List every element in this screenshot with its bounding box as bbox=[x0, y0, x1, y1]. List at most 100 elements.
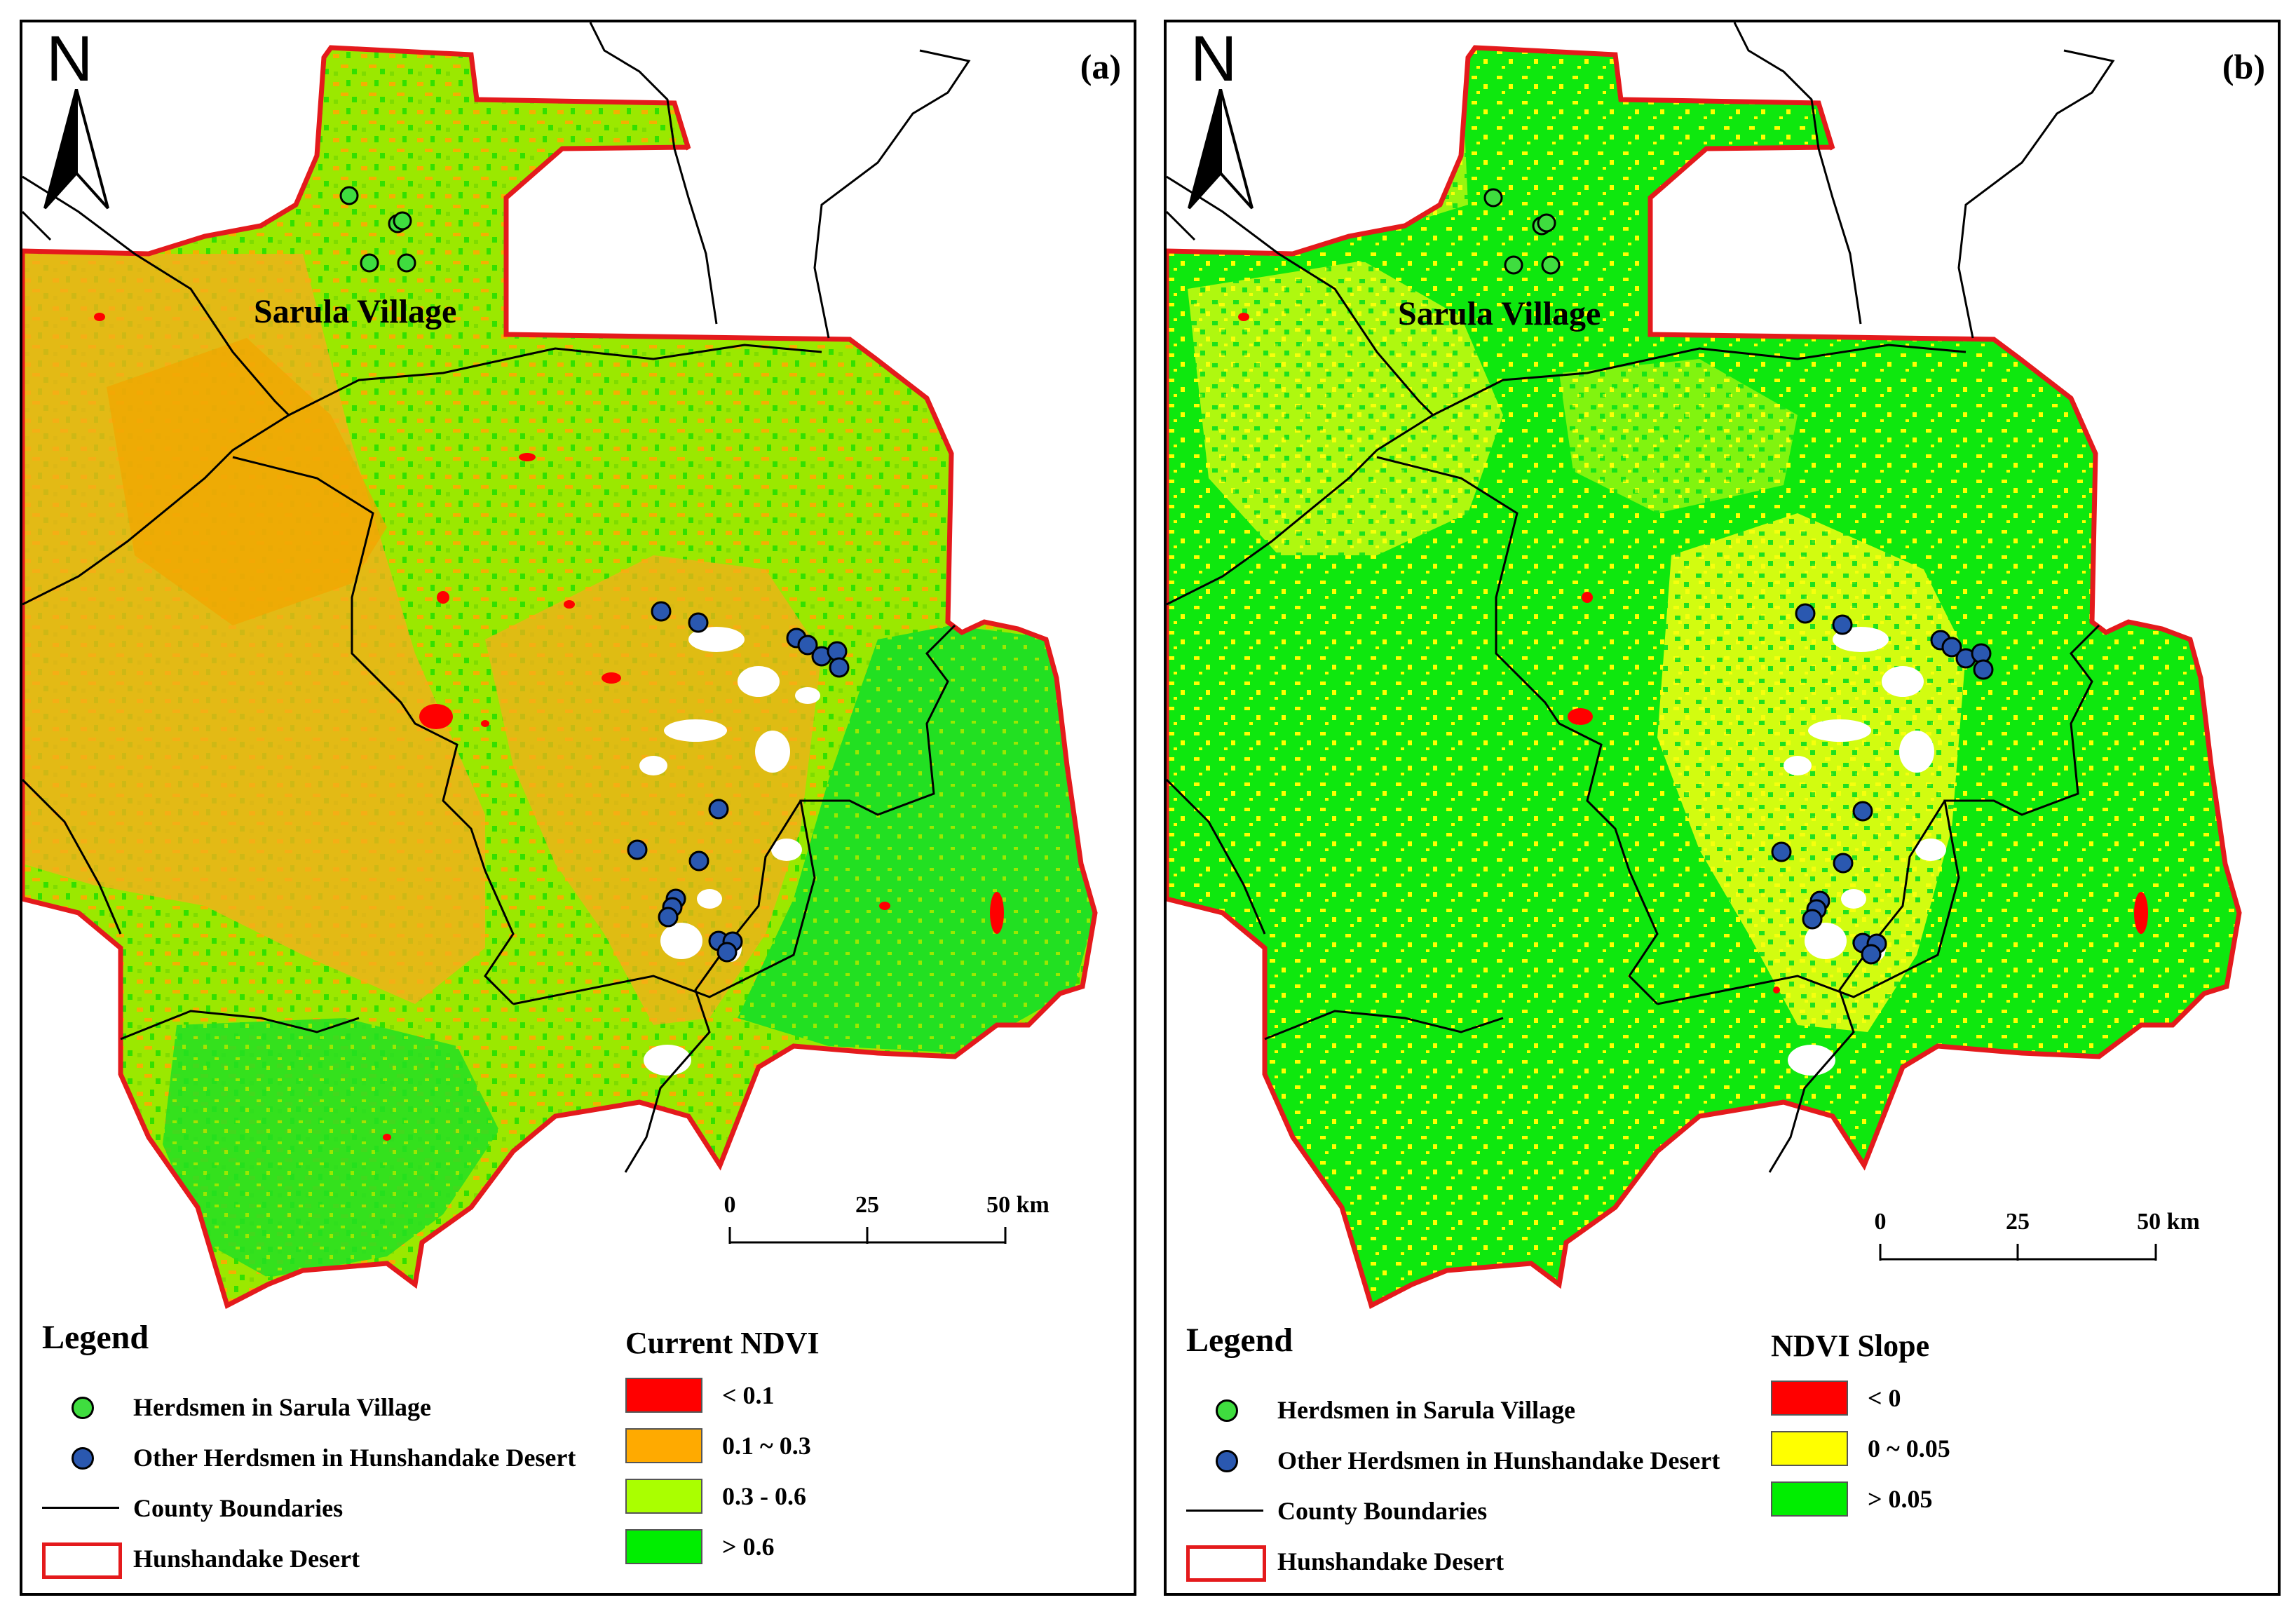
herdsman-dot bbox=[1973, 659, 1994, 680]
legend-title: Legend bbox=[1186, 1322, 1293, 1359]
herdsman-dot bbox=[397, 253, 416, 273]
herdsman-dot bbox=[1833, 853, 1854, 874]
legend-item-label: Hunshandake Desert bbox=[133, 1545, 360, 1573]
herdsman-dot bbox=[1852, 801, 1873, 822]
ramp-swatch bbox=[1771, 1431, 1848, 1466]
herdsman-dot bbox=[688, 612, 709, 633]
ramp-class-label: 0.1 ~ 0.3 bbox=[722, 1432, 811, 1460]
map-panel-b: N (b) Sarula Village 0 25 50 km Legend H… bbox=[1164, 20, 2281, 1596]
ramp-swatch bbox=[625, 1479, 702, 1514]
ramp-title: Current NDVI bbox=[625, 1326, 820, 1360]
ramp-swatch bbox=[625, 1529, 702, 1564]
ramp-class: 0.1 ~ 0.3 bbox=[625, 1427, 811, 1464]
sarula-herdsmen-b bbox=[1483, 188, 1561, 275]
legend-item-label: Other Herdsmen in Hunshandake Desert bbox=[133, 1444, 576, 1472]
other-herdsmen-a bbox=[627, 601, 850, 963]
herdsman-dot bbox=[393, 211, 412, 231]
herdsman-dot bbox=[1941, 637, 1962, 658]
herdsman-dot bbox=[688, 850, 709, 872]
outline-box-icon bbox=[42, 1542, 122, 1579]
herdsman-dot bbox=[1795, 603, 1816, 624]
ramp-class: < 0.1 bbox=[625, 1377, 775, 1413]
other-herdsmen-b bbox=[1771, 603, 1994, 965]
herdsman-dot bbox=[1771, 841, 1792, 862]
herdsman-dot bbox=[708, 799, 729, 820]
scale-tick-label: 50 km bbox=[986, 1192, 1049, 1218]
legend-item-label: Hunshandake Desert bbox=[1277, 1547, 1504, 1575]
green-dot-icon bbox=[72, 1397, 94, 1419]
legend-item: Other Herdsmen in Hunshandake Desert bbox=[42, 1440, 576, 1475]
herdsman-dot bbox=[1537, 213, 1556, 233]
ramp-class: 0 ~ 0.05 bbox=[1771, 1430, 1950, 1467]
ramp-swatch bbox=[625, 1378, 702, 1413]
scale-bar-lines-a bbox=[728, 1227, 1007, 1244]
scale-bar: 0 25 50 km bbox=[716, 1192, 1049, 1276]
legend-item: County Boundaries bbox=[1186, 1493, 1487, 1528]
legend-item-label: Other Herdsmen in Hunshandake Desert bbox=[1277, 1446, 1720, 1474]
north-arrow-icon bbox=[1188, 89, 1254, 210]
map-panel-a: N (a) Sarula Village 0 25 50 km Legend H… bbox=[20, 20, 1136, 1596]
map-b-canvas bbox=[1167, 22, 2278, 1593]
village-label: Sarula Village bbox=[1398, 295, 1601, 332]
ramp-swatch bbox=[1771, 1381, 1848, 1416]
legend-item: Herdsmen in Sarula Village bbox=[1186, 1392, 1575, 1427]
legend-item-label: County Boundaries bbox=[133, 1494, 344, 1522]
scale-tick-label: 0 bbox=[1874, 1209, 1887, 1235]
herdsman-dot bbox=[829, 657, 850, 678]
herdsman-dot bbox=[627, 839, 648, 860]
outline-box-icon bbox=[1186, 1545, 1266, 1582]
county-boundaries-a bbox=[22, 22, 971, 1173]
herdsman-dot bbox=[1504, 255, 1523, 275]
scale-bar: 0 25 50 km bbox=[1867, 1209, 2200, 1293]
map-a-canvas bbox=[22, 22, 1134, 1593]
legend-item-label: County Boundaries bbox=[1277, 1497, 1488, 1525]
scale-bar-lines-b bbox=[1879, 1244, 2157, 1261]
ramp-class: < 0 bbox=[1771, 1380, 1901, 1416]
herdsman-dot bbox=[360, 253, 379, 273]
ramp-class-label: 0 ~ 0.05 bbox=[1868, 1435, 1950, 1463]
herdsman-dot bbox=[1832, 614, 1853, 635]
herdsman-dot bbox=[1861, 944, 1882, 965]
herdsman-dot bbox=[651, 601, 672, 622]
ramp-class: > 0.6 bbox=[625, 1528, 775, 1565]
herdsman-dot bbox=[339, 186, 359, 205]
line-icon bbox=[1186, 1510, 1263, 1512]
sarula-herdsmen-a bbox=[339, 186, 416, 273]
legend-item: Hunshandake Desert bbox=[42, 1541, 360, 1579]
legend-item: Hunshandake Desert bbox=[1186, 1544, 1504, 1582]
ramp-class-label: < 0.1 bbox=[722, 1381, 775, 1409]
blue-dot-icon bbox=[72, 1447, 94, 1470]
herdsman-dot bbox=[797, 635, 818, 656]
ndvi-slope-raster-b bbox=[1167, 48, 2239, 1306]
village-label: Sarula Village bbox=[254, 293, 457, 330]
ramp-swatch bbox=[1771, 1481, 1848, 1517]
herdsman-dot bbox=[1483, 188, 1503, 208]
ndvi-raster-a bbox=[22, 48, 1095, 1306]
ramp-class-label: > 0.6 bbox=[722, 1533, 775, 1561]
ramp-swatch bbox=[625, 1428, 702, 1463]
green-dot-icon bbox=[1216, 1399, 1238, 1422]
north-letter: N bbox=[46, 23, 93, 95]
legend-item-label: Herdsmen in Sarula Village bbox=[1277, 1396, 1576, 1424]
herdsman-dot bbox=[658, 907, 679, 928]
ramp-class-label: > 0.05 bbox=[1868, 1485, 1933, 1513]
scale-tick-label: 50 km bbox=[2137, 1209, 2200, 1235]
herdsman-dot bbox=[716, 942, 738, 963]
herdsman-dot bbox=[1802, 909, 1823, 930]
legend-title: Legend bbox=[42, 1319, 149, 1356]
north-arrow-icon bbox=[43, 89, 109, 210]
herdsman-dot bbox=[1541, 255, 1561, 275]
ramp-class-label: < 0 bbox=[1868, 1384, 1901, 1412]
ramp-class-label: 0.3 - 0.6 bbox=[722, 1482, 806, 1510]
north-letter: N bbox=[1190, 23, 1237, 95]
ramp-title: NDVI Slope bbox=[1771, 1329, 1930, 1363]
legend-item: Herdsmen in Sarula Village bbox=[42, 1390, 431, 1425]
legend-item-label: Herdsmen in Sarula Village bbox=[133, 1393, 432, 1421]
scale-tick-label: 0 bbox=[724, 1192, 736, 1218]
ramp-class: > 0.05 bbox=[1771, 1481, 1933, 1517]
scale-tick-label: 25 bbox=[2006, 1209, 2030, 1235]
blue-dot-icon bbox=[1216, 1450, 1238, 1472]
county-boundaries-b bbox=[1167, 22, 2115, 1173]
panel-label: (a) bbox=[1080, 47, 1121, 86]
legend-item: County Boundaries bbox=[42, 1491, 343, 1526]
